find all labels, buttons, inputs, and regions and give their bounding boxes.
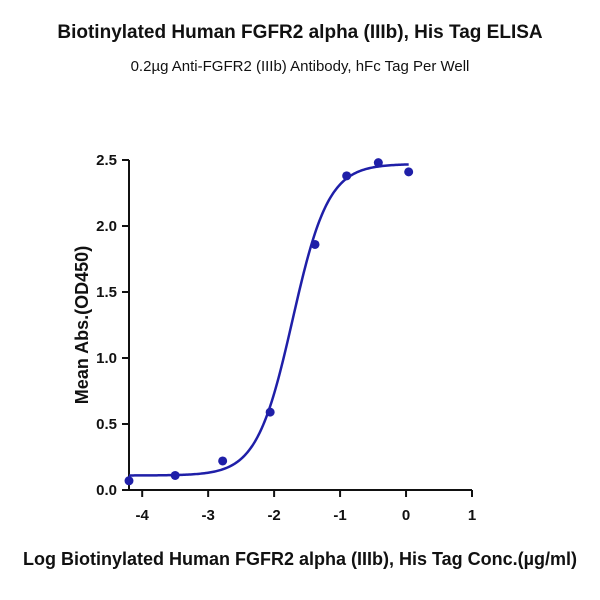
data-point: [373, 158, 383, 168]
y-tick-label: 2.0: [96, 218, 117, 235]
y-tick-label: 0.0: [96, 482, 117, 499]
data-point: [342, 171, 352, 181]
x-tick-label: -4: [136, 507, 150, 524]
fit-curve: [128, 163, 409, 477]
data-point: [170, 470, 180, 480]
y-tick-label: 1.5: [96, 284, 117, 301]
y-axis-title: Mean Abs.(OD450): [72, 246, 92, 404]
x-tick-label: 1: [468, 507, 476, 524]
x-axis-title: Log Biotinylated Human FGFR2 alpha (IIIb…: [23, 549, 577, 569]
data-point: [218, 456, 228, 466]
x-tick-label: -2: [267, 507, 280, 524]
data-point: [404, 167, 414, 177]
y-tick-label: 1.0: [96, 350, 117, 367]
x-tick-label: 0: [402, 507, 410, 524]
y-tick-label: 0.5: [96, 416, 117, 433]
x-axis-ticks: -4 -3 -2 -1 0 1: [136, 490, 476, 524]
x-tick-label: -1: [333, 507, 346, 524]
chart-subtitle: 0.2µg Anti-FGFR2 (IIIb) Antibody, hFc Ta…: [130, 58, 470, 75]
chart-title: Biotinylated Human FGFR2 alpha (IIIb), H…: [57, 22, 543, 43]
data-point: [124, 476, 134, 486]
data-point: [265, 407, 275, 417]
x-tick-label: -3: [201, 507, 214, 524]
y-axis-ticks: 0.0 0.5 1.0 1.5 2.0 2.5: [96, 152, 129, 499]
y-tick-label: 2.5: [96, 152, 117, 169]
data-points: [124, 158, 414, 486]
data-point: [310, 239, 320, 249]
